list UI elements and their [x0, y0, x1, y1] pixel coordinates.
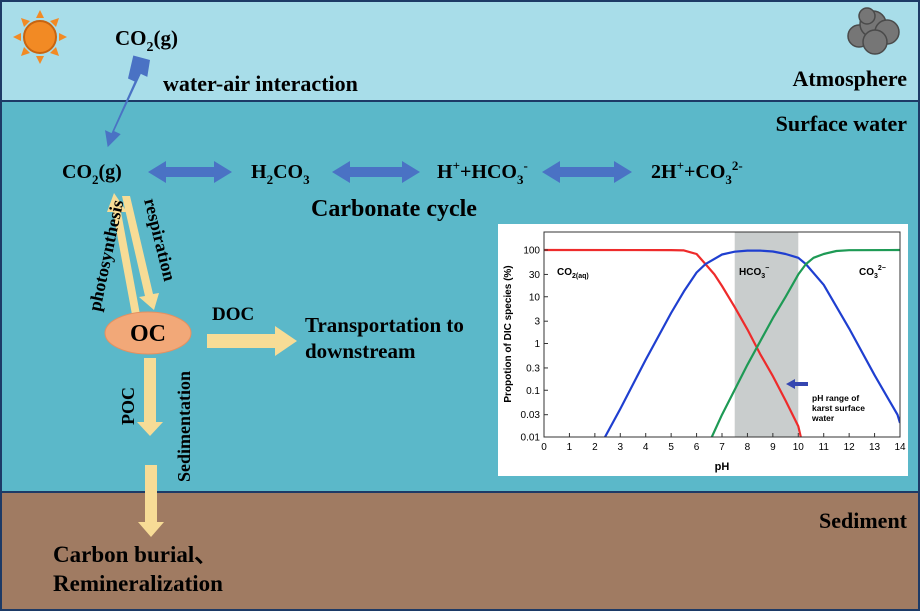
series-label: CO32− [859, 265, 886, 280]
x-tick-label: 5 [668, 442, 674, 453]
transport-label-1: Transportation to [305, 313, 464, 337]
chart-series-group [544, 248, 900, 437]
series-label: CO2(aq) [557, 267, 589, 280]
x-tick-label: 3 [618, 442, 624, 453]
series-line [544, 248, 802, 437]
transport-label-2: downstream [305, 339, 416, 363]
oc-label: OC [130, 321, 166, 347]
x-tick-label: 14 [894, 442, 906, 453]
doc-label: DOC [212, 304, 254, 325]
ph-range-annotation: pH range of karst surface water [786, 379, 865, 423]
equilibrium-arrow-1 [148, 161, 232, 183]
respiration-arrow [122, 196, 159, 310]
series-line [710, 248, 900, 437]
y-axis-label: Propotion of DIC species (%) [503, 265, 514, 402]
x-tick-group: 0 1 2 3 4 5 6 7 8 9 10 11 12 13 14 [541, 433, 906, 453]
series-label-bg [737, 265, 773, 278]
series-label-bg [857, 265, 889, 278]
doc-arrow [207, 326, 297, 356]
x-tick-label: 11 [819, 442, 830, 453]
y-tick-label: 10 [529, 292, 541, 303]
series-label: HCO3− [739, 265, 769, 280]
y-tick-label: 0.1 [526, 386, 540, 397]
hco3-label: H++HCO3- [437, 158, 528, 187]
y-tick-label: 3 [534, 317, 540, 328]
ph-range-label-1: pH range of [812, 393, 859, 403]
series-label-group: CO2(aq) HCO3− CO32− [557, 265, 889, 280]
water-air-arrow [105, 55, 150, 148]
ph-range-label-3: water [811, 413, 835, 423]
ph-range-pointer-icon [786, 379, 808, 389]
dic-speciation-chart: 0 1 2 3 4 5 6 7 8 9 10 11 12 13 14 1003010310.30.10.03… [498, 224, 908, 476]
x-tick-label: 2 [592, 442, 598, 453]
y-tick-label: 1 [534, 339, 540, 350]
surface-water-label: Surface water [776, 111, 908, 136]
co2-water-label: CO2(g) [62, 161, 122, 187]
x-tick-label: 7 [719, 442, 725, 453]
ph-range-label-2: karst surface [812, 403, 865, 413]
photosynthesis-arrow [107, 193, 141, 320]
y-tick-label: 0.3 [526, 363, 540, 374]
sediment-label: Sediment [819, 508, 908, 533]
x-tick-label: 1 [567, 442, 573, 453]
x-tick-label: 0 [541, 442, 547, 453]
x-tick-label: 6 [694, 442, 700, 453]
atmosphere-label: Atmosphere [793, 66, 908, 91]
burial-label-2: Remineralization [53, 571, 223, 596]
carbonate-cycle-label: Carbonate cycle [311, 196, 477, 222]
oc-node [104, 311, 192, 355]
x-tick-label: 8 [745, 442, 751, 453]
y-tick-label: 100 [523, 246, 540, 257]
water-air-interaction-label: water-air interaction [163, 71, 358, 96]
cloud-icon [847, 7, 900, 55]
atmosphere-zone [0, 0, 920, 102]
equilibrium-arrow-3 [542, 161, 632, 183]
x-tick-label: 9 [770, 442, 776, 453]
poc-label: POC [118, 387, 138, 425]
x-tick-label: 13 [869, 442, 881, 453]
co3-label: 2H++CO32- [651, 158, 743, 187]
sun-icon [13, 10, 67, 64]
poc-arrow [137, 358, 163, 436]
y-tick-label: 30 [529, 270, 541, 281]
y-tick-group: 100 30 10 3 1 0.3 0.1 0.03 0.01 [521, 246, 548, 444]
y-tick-label: 0.03 [521, 410, 541, 421]
co2-air-label: CO2(g) [115, 26, 178, 55]
series-line [604, 249, 900, 437]
y-tick-label: 0.01 [521, 433, 541, 444]
x-axis-label: pH [715, 461, 730, 473]
burial-arrow [138, 465, 164, 537]
burial-label-1: Carbon burial、 [53, 542, 217, 567]
sedimentation-label: Sedimentation [174, 371, 194, 482]
equilibrium-arrow-2 [332, 161, 420, 183]
x-tick-label: 10 [793, 442, 805, 453]
h2co3-label: H2CO3 [251, 161, 310, 187]
x-tick-label: 4 [643, 442, 649, 453]
x-tick-label: 12 [844, 442, 856, 453]
